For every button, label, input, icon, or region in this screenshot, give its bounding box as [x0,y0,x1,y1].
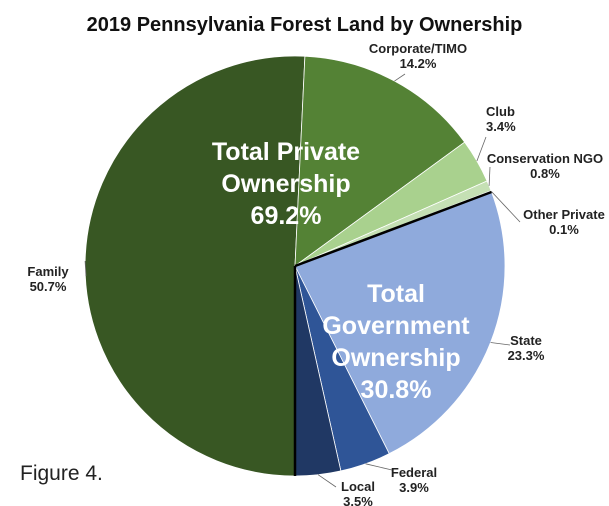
figure-caption: Figure 4. [20,462,103,485]
slice-value-conservation-ngo: 0.8% [530,166,560,181]
pie-slice-family [84,55,306,477]
slice-label-club: Club [486,104,515,119]
leader-line-conservation-ngo [488,166,491,186]
leader-line-other-private [491,191,521,223]
leader-line-club [476,136,487,162]
group-divider-right [294,190,492,268]
slice-value-corporate-timo: 14.2% [400,56,437,71]
private-group-label-line-2: Ownership [221,170,350,198]
slice-label-federal: Federal [391,465,437,480]
government-group-label-line-2: Government [322,312,470,340]
slice-label-corporate-timo: Corporate/TIMO [369,41,467,56]
private-group-label-line-3: 69.2% [251,202,322,230]
pie-slice-state [294,191,506,455]
leader-line-state [490,342,511,346]
slice-label-family: Family [27,264,69,279]
leader-line-federal [365,463,393,471]
government-group-label-line-1: Total [367,280,425,308]
chart-title: 2019 Pennsylvania Forest Land by Ownersh… [86,14,523,36]
government-group-label-line-3: Ownership [331,344,460,372]
slice-label-other-private: Other Private [523,207,605,222]
slice-label-local: Local [341,479,375,494]
leader-line-local [317,474,337,488]
private-group-label-line-1: Total Private [212,138,360,166]
slice-value-federal: 3.9% [399,480,429,495]
leader-line-family [84,260,87,277]
slice-value-other-private: 0.1% [549,222,579,237]
slice-label-conservation-ngo: Conservation NGO [487,151,603,166]
leader-line-corporate-timo [394,73,406,82]
slice-value-local: 3.5% [343,494,373,506]
slice-label-state: State [510,333,542,348]
slice-value-club: 3.4% [486,119,516,134]
slice-value-state: 23.3% [508,348,545,363]
slice-value-family: 50.7% [30,279,67,294]
government-group-label-line-4: 30.8% [361,376,432,404]
